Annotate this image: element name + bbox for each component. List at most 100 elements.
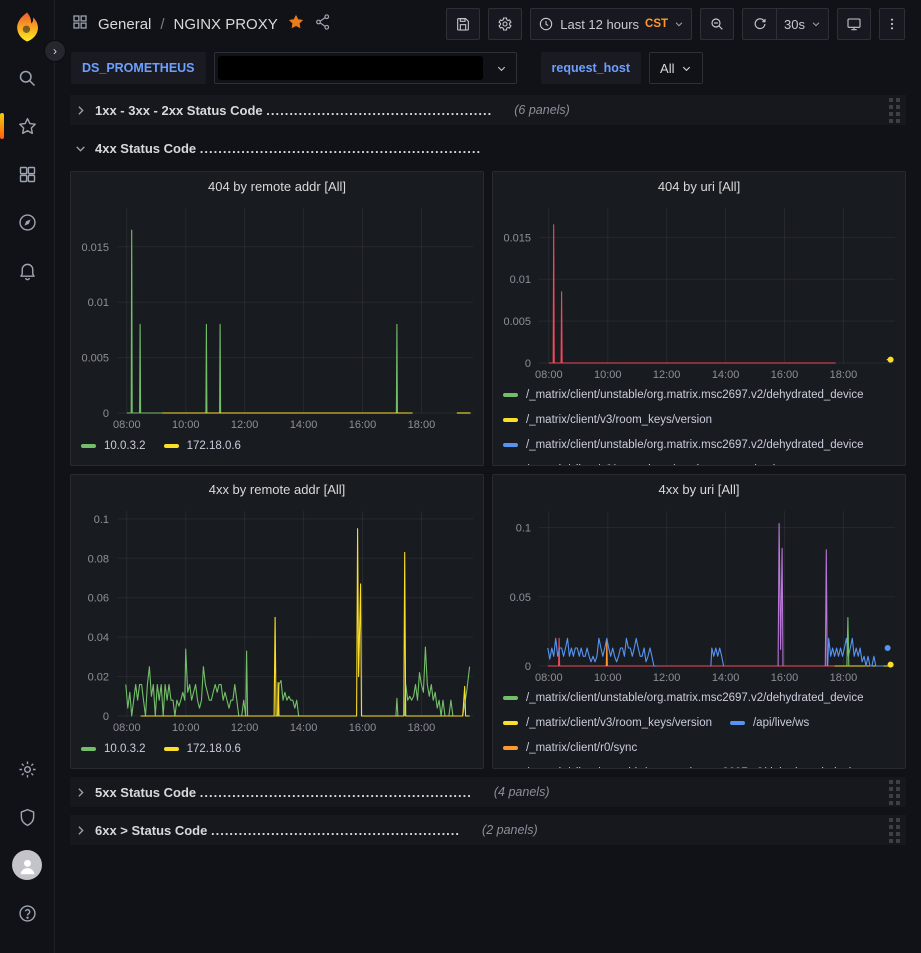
- legend-label: 172.18.0.6: [186, 742, 241, 755]
- legend-item[interactable]: /api/live/ws: [729, 713, 809, 733]
- chart-legend: 10.0.3.2 172.18.0.6: [71, 433, 483, 465]
- row-drag-handle[interactable]: [889, 779, 900, 805]
- svg-text:18:00: 18:00: [830, 672, 858, 684]
- sidebar-expand-button[interactable]: ›: [44, 40, 66, 62]
- variable-label-ds-prometheus[interactable]: DS_PROMETHEUS: [71, 52, 206, 84]
- legend-label: /_matrix/client/unstable/org.matrix.msc2…: [526, 692, 864, 704]
- svg-text:0: 0: [103, 711, 109, 723]
- timezone-label: CST: [645, 18, 669, 30]
- panel-title[interactable]: 4xx by uri [All]: [658, 481, 740, 497]
- legend-swatch: [503, 721, 518, 725]
- kebab-menu-button[interactable]: [879, 8, 905, 40]
- explore-compass-icon[interactable]: [7, 202, 47, 242]
- row-4xx-status-code[interactable]: 4xx Status Code ........................…: [70, 133, 906, 163]
- legend-label: /_matrix/client/v3/room_keys/version: [526, 414, 712, 426]
- svg-text:10:00: 10:00: [172, 722, 200, 734]
- legend-item[interactable]: /_matrix/client/unstable/org.matrix.msc2…: [503, 385, 864, 405]
- dashboard-settings-button[interactable]: [488, 8, 523, 40]
- share-icon[interactable]: [314, 13, 332, 35]
- time-series-chart: 0 0.005 0.01 0.015 08:00 10:00 12:00 14:00 16:00…: [493, 200, 905, 383]
- svg-text:0: 0: [525, 661, 531, 673]
- redacted-value: [217, 56, 483, 80]
- alerting-bell-icon[interactable]: [7, 250, 47, 290]
- svg-text:16:00: 16:00: [349, 419, 377, 431]
- save-dashboard-button[interactable]: [446, 8, 481, 40]
- zoom-out-time-button[interactable]: [700, 8, 735, 40]
- sidebar: [0, 0, 55, 953]
- refresh-button[interactable]: [742, 8, 777, 40]
- svg-text:16:00: 16:00: [349, 722, 377, 734]
- variable-value-ds-prometheus[interactable]: [213, 52, 517, 84]
- legend-swatch: [81, 443, 96, 448]
- legend-item[interactable]: /_matrix/client/unstable/org.matrix.msc2…: [503, 435, 864, 455]
- dashboards-icon[interactable]: [7, 154, 47, 194]
- variable-label-request-host[interactable]: request_host: [540, 52, 642, 84]
- svg-text:0: 0: [103, 408, 109, 420]
- svg-text:0.04: 0.04: [88, 632, 109, 644]
- row-title: 5xx Status Code ........................…: [95, 784, 472, 800]
- starred-dashboards-icon[interactable]: [0, 106, 47, 146]
- panel-title[interactable]: 404 by remote addr [All]: [207, 178, 347, 194]
- legend-label: /_matrix/client/v3/room_keys/version: [526, 464, 712, 465]
- legend-item[interactable]: /_matrix/client/unstable/org.matrix.msc2…: [503, 688, 864, 708]
- request-host-value: All: [660, 60, 675, 76]
- chevron-right-icon: [78, 787, 84, 797]
- svg-text:18:00: 18:00: [408, 722, 436, 734]
- variable-value-request-host[interactable]: All: [649, 52, 704, 84]
- row-5xx-status-code[interactable]: 5xx Status Code ........................…: [70, 777, 906, 807]
- legend-item[interactable]: /_matrix/client/v3/room_keys/version: [503, 713, 712, 733]
- chevron-down-icon: [76, 145, 85, 152]
- help-icon[interactable]: [7, 893, 47, 933]
- legend-label: /_matrix/client/unstable/org.matrix.msc2…: [526, 767, 864, 768]
- legend-item[interactable]: /sw.js: [730, 460, 781, 465]
- legend-item[interactable]: 172.18.0.6: [163, 739, 241, 759]
- breadcrumb: General / NGINX PROXY: [71, 13, 332, 35]
- chevron-right-icon: [78, 105, 84, 115]
- legend-label: /_matrix/client/unstable/org.matrix.msc2…: [526, 439, 864, 451]
- chart-canvas: 0 0.005 0.01 0.015 08:00 10:00 12:00 14:00 16:00…: [81, 208, 473, 431]
- panel-title[interactable]: 4xx by remote addr [All]: [208, 481, 346, 497]
- panel-title[interactable]: 404 by uri [All]: [657, 178, 741, 194]
- chart-canvas: 0 0.02 0.04 0.06 0.08 0.1 08:00 10:00 12:00 14:00…: [88, 511, 473, 734]
- legend-item[interactable]: 172.18.0.6: [163, 436, 241, 456]
- svg-text:10:00: 10:00: [594, 369, 622, 381]
- svg-text:08:00: 08:00: [535, 672, 563, 684]
- legend-label: /_matrix/client/unstable/org.matrix.msc2…: [526, 389, 864, 401]
- search-icon[interactable]: [7, 58, 47, 98]
- configuration-gear-icon[interactable]: [7, 749, 47, 789]
- legend-swatch: [503, 696, 518, 700]
- legend-item[interactable]: /_matrix/client/v3/room_keys/version: [503, 410, 712, 430]
- time-range-picker[interactable]: Last 12 hours CST: [530, 8, 693, 40]
- legend-item[interactable]: /_matrix/client/unstable/org.matrix.msc2…: [503, 763, 864, 768]
- favorite-star-icon[interactable]: [287, 13, 305, 35]
- legend-item[interactable]: 10.0.3.2: [81, 436, 146, 456]
- row-6xx-status-code[interactable]: 6xx > Status Code ......................…: [70, 815, 906, 845]
- server-admin-shield-icon[interactable]: [7, 797, 47, 837]
- time-series-chart: 0 0.05 0.1 08:00 10:00 12:00 14:00 16:00 18:00: [493, 503, 905, 686]
- svg-text:0: 0: [525, 358, 531, 370]
- svg-text:0.06: 0.06: [88, 593, 109, 605]
- breadcrumb-title[interactable]: NGINX PROXY: [173, 15, 278, 33]
- legend-item[interactable]: /_matrix/client/v3/room_keys/version: [503, 460, 712, 465]
- panel-count: (4 panels): [493, 785, 550, 799]
- grafana-logo[interactable]: [10, 10, 44, 44]
- tv-mode-button[interactable]: [837, 8, 871, 40]
- row-1xx-3xx-2xx[interactable]: 1xx - 3xx - 2xx Status Code ............…: [70, 95, 906, 125]
- breadcrumb-section[interactable]: General: [98, 15, 152, 33]
- svg-text:12:00: 12:00: [231, 419, 259, 431]
- legend-item[interactable]: 10.0.3.2: [81, 739, 146, 759]
- legend-swatch: [163, 746, 179, 751]
- chart-legend: /_matrix/client/unstable/org.matrix.msc2…: [493, 383, 905, 465]
- panel-404-by-uri: 404 by uri [All] 0 0.005 0.01 0.015 08:00 10:…: [492, 171, 906, 466]
- svg-text:14:00: 14:00: [712, 369, 740, 381]
- row-drag-handle[interactable]: [889, 97, 900, 123]
- svg-text:12:00: 12:00: [231, 722, 259, 734]
- chart-legend: 10.0.3.2 172.18.0.6: [71, 736, 483, 768]
- svg-text:18:00: 18:00: [830, 369, 858, 381]
- time-series-chart: 0 0.02 0.04 0.06 0.08 0.1 08:00 10:00 12:00 14:00…: [71, 503, 483, 736]
- apps-grid-icon[interactable]: [71, 13, 89, 35]
- user-avatar[interactable]: [7, 845, 47, 885]
- row-drag-handle[interactable]: [889, 817, 900, 843]
- refresh-interval-picker[interactable]: 30s: [776, 8, 829, 40]
- legend-item[interactable]: /_matrix/client/r0/sync: [503, 738, 637, 758]
